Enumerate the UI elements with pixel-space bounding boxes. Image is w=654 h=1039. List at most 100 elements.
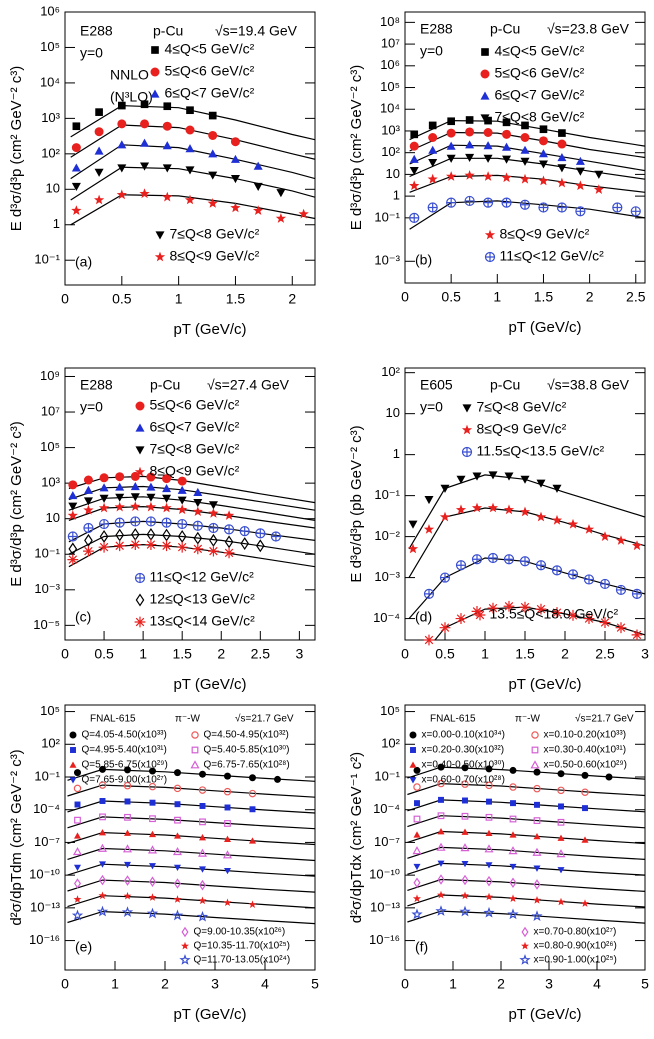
marker-shape bbox=[197, 848, 208, 857]
marker-shape bbox=[412, 846, 422, 855]
marker-shape bbox=[504, 554, 514, 564]
marker-shape bbox=[149, 863, 156, 870]
x-tick-label: 2 bbox=[586, 289, 594, 305]
data-point bbox=[146, 493, 156, 502]
data-point bbox=[423, 634, 435, 646]
data-point bbox=[535, 560, 547, 571]
legend-label: Q=4.95-5.40(x10³¹) bbox=[82, 745, 167, 756]
marker-shape bbox=[177, 519, 187, 529]
y-tick-label: 10 bbox=[386, 405, 400, 420]
legend-label: 6≤Q<7 GeV/c² bbox=[495, 87, 585, 103]
fit-curve bbox=[407, 830, 645, 845]
legend-label: 5≤Q<6 GeV/c² bbox=[495, 65, 585, 81]
marker-shape bbox=[123, 891, 132, 900]
y-tick-label: 10⁷ bbox=[41, 403, 60, 418]
marker-shape bbox=[249, 774, 256, 782]
panel-label: (e) bbox=[75, 939, 92, 955]
data-point bbox=[140, 119, 150, 129]
data-point bbox=[552, 484, 562, 493]
marker-shape bbox=[94, 146, 104, 155]
legend-label: 13≤Q<14 GeV/c² bbox=[150, 613, 256, 629]
marker-shape bbox=[531, 746, 539, 754]
fit-curve bbox=[407, 846, 645, 860]
data-point bbox=[436, 842, 446, 851]
y-tick-label: 1 bbox=[393, 446, 400, 461]
marker-shape bbox=[465, 153, 475, 162]
marker-shape bbox=[409, 166, 419, 176]
annotation: √s=21.7 GeV bbox=[235, 713, 294, 725]
data-point bbox=[558, 803, 564, 810]
marker-shape bbox=[255, 539, 265, 553]
legend-label: 8≤Q<9 GeV/c² bbox=[170, 248, 260, 264]
legend-label: 5≤Q<6 GeV/c² bbox=[150, 397, 240, 413]
data-point bbox=[439, 622, 451, 634]
y-tick-label: 10⁶ bbox=[40, 3, 60, 18]
marker-shape bbox=[464, 170, 475, 180]
data-point bbox=[115, 493, 125, 502]
marker-shape bbox=[483, 127, 493, 137]
y-tick-label: 10² bbox=[381, 364, 400, 379]
y-tick-label: 10⁻¹ bbox=[374, 768, 400, 783]
marker-shape bbox=[249, 806, 256, 813]
data-point bbox=[533, 768, 541, 776]
data-point bbox=[411, 908, 423, 920]
legend-marker bbox=[410, 747, 416, 753]
data-point bbox=[437, 812, 445, 820]
data-point bbox=[98, 781, 107, 789]
fit-curve bbox=[409, 119, 645, 147]
data-point bbox=[208, 111, 217, 120]
marker-shape bbox=[440, 573, 450, 583]
x-tick-label: 0 bbox=[61, 646, 69, 662]
marker-shape bbox=[115, 518, 125, 528]
marker-shape bbox=[140, 119, 150, 129]
data-point bbox=[73, 784, 82, 793]
x-tick-label: 1.5 bbox=[226, 291, 246, 307]
y-tick-label: 10⁻³ bbox=[374, 253, 400, 268]
data-point bbox=[446, 171, 457, 181]
annotation: p-Cu bbox=[153, 23, 183, 39]
data-point bbox=[456, 475, 466, 484]
marker-shape bbox=[456, 475, 466, 484]
marker-shape bbox=[503, 600, 515, 612]
marker-shape bbox=[583, 613, 595, 624]
data-point bbox=[465, 140, 475, 149]
marker-shape bbox=[99, 765, 106, 773]
y-tick-label: 10⁵ bbox=[40, 39, 60, 54]
legend-label: x=0.10-0.20(x10³³) bbox=[544, 730, 627, 741]
y-tick-label: 10⁻¹⁰ bbox=[29, 867, 60, 882]
x-tick-label: 1 bbox=[175, 291, 183, 307]
marker-shape bbox=[413, 863, 421, 871]
legend-marker bbox=[155, 231, 165, 240]
y-tick-label: 10⁻¹³ bbox=[30, 899, 61, 914]
marker-shape bbox=[575, 167, 585, 176]
data-point bbox=[557, 770, 565, 778]
marker-shape bbox=[161, 540, 172, 552]
data-point bbox=[130, 501, 141, 511]
y-tick-label: 10⁻⁴ bbox=[373, 610, 400, 625]
marker-shape bbox=[198, 879, 207, 891]
legend-marker bbox=[409, 761, 417, 768]
marker-shape bbox=[615, 622, 627, 634]
marker-shape bbox=[98, 541, 110, 553]
y-tick-label: 10⁻¹ bbox=[34, 252, 60, 267]
marker-shape bbox=[409, 731, 417, 739]
marker-shape bbox=[140, 100, 149, 109]
fit-curve bbox=[67, 768, 315, 782]
data-point bbox=[115, 482, 125, 491]
marker-shape bbox=[71, 163, 81, 172]
marker-shape bbox=[230, 154, 240, 163]
data-point bbox=[148, 782, 157, 791]
marker-shape bbox=[161, 502, 172, 513]
marker-shape bbox=[99, 473, 109, 483]
y-axis-label: d²σ/dpTdx (cm² GeV⁻¹ c²) bbox=[348, 752, 365, 923]
data-point bbox=[173, 784, 182, 793]
data-point bbox=[502, 118, 511, 127]
data-point bbox=[208, 501, 218, 510]
data-point bbox=[509, 877, 517, 889]
data-point bbox=[275, 213, 286, 223]
marker-shape bbox=[145, 501, 157, 512]
marker-shape bbox=[83, 497, 93, 506]
x-tick-label: 3 bbox=[641, 646, 649, 662]
marker-shape bbox=[70, 747, 76, 753]
data-point bbox=[461, 764, 469, 772]
